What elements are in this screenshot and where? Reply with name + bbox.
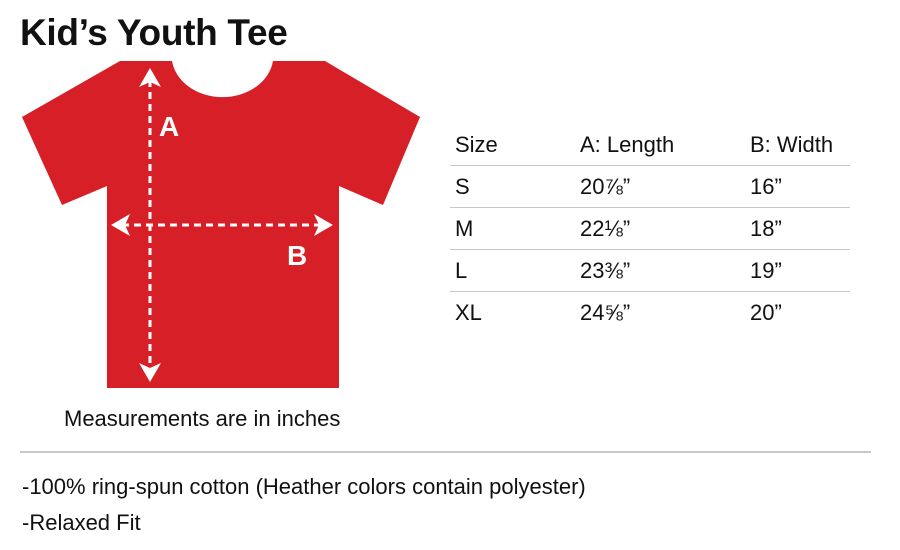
length-cell: 20⅞” xyxy=(580,165,750,208)
arrow-left-icon xyxy=(111,214,130,236)
table-row: M 22⅛” 18” xyxy=(450,207,850,250)
header-width: B: Width xyxy=(750,124,850,166)
arrow-right-icon xyxy=(314,214,333,236)
feature-fit: -Relaxed Fit xyxy=(22,510,141,535)
arrow-up-icon xyxy=(139,68,161,87)
page-title: Kid’s Youth Tee xyxy=(20,12,288,53)
measurement-caption: Measurements are in inches xyxy=(64,406,341,431)
tshirt-diagram: A B xyxy=(22,61,420,388)
width-cell: 16” xyxy=(750,165,850,208)
size-cell: M xyxy=(450,207,580,250)
header-size: Size xyxy=(450,124,580,166)
size-cell: S xyxy=(450,165,580,208)
table-row: XL 24⅝” 20” xyxy=(450,292,850,334)
feature-material: -100% ring-spun cotton (Heather colors c… xyxy=(22,474,586,499)
length-cell: 23⅜” xyxy=(580,249,750,292)
header-length: A: Length xyxy=(580,124,750,166)
arrow-down-icon xyxy=(139,363,161,382)
length-cell: 22⅛” xyxy=(580,207,750,250)
table-header-row: Size A: Length B: Width xyxy=(450,124,850,166)
width-cell: 19” xyxy=(750,249,850,292)
table-row: S 20⅞” 16” xyxy=(450,165,850,208)
length-cell: 24⅝” xyxy=(580,299,631,325)
width-cell: 18” xyxy=(750,207,850,250)
size-cell: L xyxy=(450,249,580,292)
size-cell: XL xyxy=(455,299,482,325)
table-row: L 23⅜” 19” xyxy=(450,249,850,292)
width-cell: 20” xyxy=(750,299,782,325)
size-chart-table: Size A: Length B: Width S 20⅞” 16” M 22⅛… xyxy=(450,124,850,333)
label-b: B xyxy=(287,240,307,271)
label-a: A xyxy=(159,111,179,142)
divider xyxy=(20,451,871,453)
